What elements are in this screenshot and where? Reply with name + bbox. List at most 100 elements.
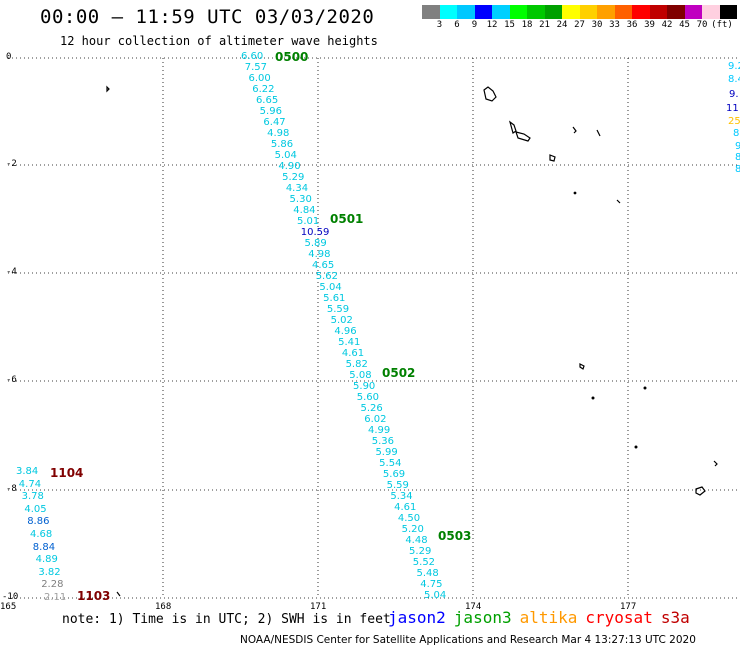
time-label: 0501 <box>330 212 364 226</box>
colorbar-swatch <box>562 5 580 19</box>
colorbar-unit: (ft) <box>711 20 733 30</box>
colorbar-tick-label: 39 <box>644 20 655 30</box>
colorbar-tick-label: 9 <box>471 20 478 30</box>
island-dot <box>634 445 638 449</box>
colorbar-tick-label: 36 <box>626 20 638 30</box>
swh-value: 5.34 <box>390 491 413 502</box>
colorbar-tick-label: 33 <box>609 20 620 30</box>
swh-value: 5.04 <box>424 590 447 601</box>
island-outline <box>695 486 706 496</box>
island-outline <box>515 131 531 142</box>
swh-value: 8.84 <box>32 541 56 553</box>
swh-value: 4.50 <box>397 513 421 524</box>
swh-value: 5.62 <box>315 271 338 282</box>
swh-value: 5.54 <box>379 458 402 469</box>
colorbar-swatch <box>527 5 545 19</box>
swh-value: 4.84 <box>293 205 316 216</box>
colorbar-tick-label: 27 <box>574 20 585 30</box>
swh-value: 4.99 <box>367 425 391 436</box>
swh-value: 25 <box>728 116 740 127</box>
page-title: 00:00 – 11:59 UTC 03/03/2020 <box>40 6 375 28</box>
island-outline <box>549 154 556 162</box>
time-label: 1103 <box>77 589 111 603</box>
satellite-legend: jason2 jason3 altika cryosat s3a <box>388 608 698 627</box>
time-label: 0503 <box>438 529 472 543</box>
swh-value: 4.74 <box>18 478 42 490</box>
lon-tick-label: 174 <box>465 602 482 612</box>
swh-value: 5.36 <box>371 436 394 447</box>
swh-value: 6.60 <box>241 51 264 62</box>
swh-value: 3.84 <box>16 466 39 477</box>
lon-tick-label: 165 <box>0 602 17 612</box>
swh-value: 4.34 <box>285 183 309 194</box>
swh-value: 4.61 <box>394 502 417 513</box>
colorbar-swatch <box>649 5 667 19</box>
credit-line: NOAA/NESDIS Center for Satellite Applica… <box>240 634 696 646</box>
colorbar-swatch <box>439 5 457 19</box>
swh-value: 5.20 <box>401 524 424 535</box>
colorbar-tick-label: 3 <box>436 20 443 30</box>
lat-tick-label: -6 <box>6 375 17 385</box>
island-outline <box>483 86 497 102</box>
island-outline <box>596 129 601 137</box>
lat-tick-label: -2 <box>6 159 17 169</box>
swh-value: 4.89 <box>35 554 58 566</box>
swh-value: 9.2 <box>728 61 740 72</box>
colorbar-swatch <box>702 5 720 19</box>
swh-value: 5.99 <box>375 447 398 458</box>
colorbar-swatch <box>457 5 475 19</box>
satellite-legend-item: s3a <box>660 608 690 627</box>
colorbar-tick-label: 18 <box>521 20 533 30</box>
swh-value: 10.59 <box>300 227 330 238</box>
colorbar-swatch <box>474 5 492 19</box>
swh-value: 4.68 <box>30 529 53 540</box>
swh-value: 6.22 <box>252 84 275 95</box>
swh-value: 3.82 <box>38 566 61 578</box>
swh-value: 5.86 <box>270 139 294 150</box>
colorbar-swatch <box>422 5 440 19</box>
island-outline <box>713 460 718 467</box>
swh-value: 6.02 <box>364 414 387 425</box>
satellite-legend-item: jason3 <box>453 608 512 627</box>
lon-tick-label: 177 <box>620 602 637 612</box>
swh-value: 4.05 <box>24 503 47 515</box>
swh-value: 5.69 <box>382 469 406 480</box>
lon-tick-label: 171 <box>310 602 327 612</box>
swh-value: 2.28 <box>41 579 64 591</box>
swh-value: 2.11 <box>44 592 67 603</box>
island-outline <box>572 126 577 134</box>
swh-value: 5.90 <box>353 381 376 392</box>
swh-value: 8.86 <box>27 516 50 528</box>
colorbar-tick-label: 24 <box>556 20 568 30</box>
swh-value: 8.4 <box>728 74 740 85</box>
colorbar-swatch <box>684 5 702 19</box>
swh-value: 3.78 <box>21 491 44 503</box>
time-label: 0502 <box>382 366 416 380</box>
swh-value: 5.96 <box>259 106 282 117</box>
swh-value: 5.30 <box>289 194 312 205</box>
colorbar-tick-label: 45 <box>679 20 690 30</box>
colorbar-swatch <box>492 5 510 19</box>
swh-value: 5.26 <box>360 403 383 414</box>
swh-value: 4.48 <box>405 535 428 546</box>
island-outline <box>116 591 121 597</box>
swh-value: 5.29 <box>409 546 432 557</box>
swh-value: 6.65 <box>255 95 279 106</box>
coastlines <box>106 85 718 597</box>
satellite-legend-item: jason2 <box>388 608 446 627</box>
swh-value: 5.89 <box>304 238 327 249</box>
satellite-legend-item: altika <box>519 608 578 627</box>
colorbar-tick-label: 15 <box>504 20 515 30</box>
colorbar-tick-label: 21 <box>539 20 550 30</box>
swh-value: 5.59 <box>326 304 350 315</box>
colorbar-swatch <box>667 5 685 19</box>
swh-value: 6.47 <box>263 117 286 128</box>
footnote: note: 1) Time is in UTC; 2) SWH is in fe… <box>62 612 391 627</box>
page-subtitle: 12 hour collection of altimeter wave hei… <box>60 34 378 48</box>
swh-value: 8 <box>733 128 740 139</box>
island-outline <box>579 363 585 370</box>
swh-value: 4.96 <box>334 326 357 337</box>
island-dot <box>573 191 577 195</box>
colorbar-swatch <box>597 5 615 19</box>
island-dot <box>591 396 595 400</box>
